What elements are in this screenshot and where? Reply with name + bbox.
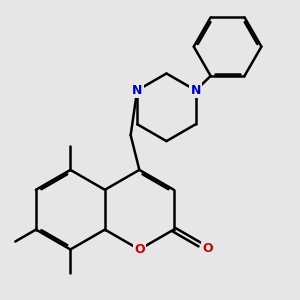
Text: N: N: [132, 84, 142, 97]
Text: O: O: [202, 242, 212, 255]
Text: N: N: [190, 84, 201, 97]
Text: O: O: [134, 243, 145, 256]
